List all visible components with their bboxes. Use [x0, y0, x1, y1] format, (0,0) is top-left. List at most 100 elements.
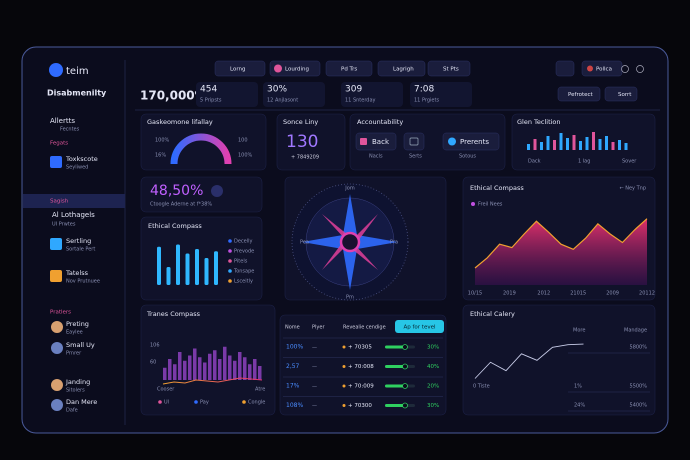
- progress: [385, 384, 405, 388]
- nav-sub: Sortale Pert: [66, 247, 95, 253]
- bar: [214, 251, 218, 285]
- tab[interactable]: [377, 60, 426, 77]
- account[interactable]: Pollca: [596, 67, 612, 73]
- stat: [263, 82, 325, 107]
- nav-sub: Prnrer: [66, 351, 82, 357]
- cell: 1%: [574, 384, 582, 390]
- nav-sub: Sitolers: [66, 388, 85, 394]
- area: [475, 218, 647, 285]
- settings-icon[interactable]: [636, 65, 644, 73]
- label: 1 lag: [578, 159, 590, 165]
- stat-value: 309: [345, 85, 362, 95]
- avatar: [51, 342, 63, 354]
- bar: [208, 353, 212, 380]
- avatar: [51, 379, 63, 391]
- tab[interactable]: [427, 60, 471, 77]
- line: [474, 218, 648, 269]
- button-label[interactable]: Prerents: [460, 138, 489, 146]
- nav-sub: Eaylee: [66, 330, 83, 336]
- cell: —: [312, 345, 317, 351]
- column-header: More: [573, 328, 585, 334]
- card: [140, 216, 263, 301]
- compass: [291, 183, 409, 301]
- bar: [566, 138, 569, 150]
- compass-label: Pm: [346, 295, 354, 301]
- link[interactable]: ← Ney Tnp: [619, 186, 646, 192]
- nav-label[interactable]: Allertts: [50, 117, 75, 125]
- stat-label: 11 Prgiets: [414, 98, 439, 104]
- tab-label[interactable]: St Pts: [443, 67, 459, 73]
- nav-label[interactable]: Small Uy: [66, 341, 95, 349]
- card-title: Accountability: [357, 118, 403, 126]
- tab[interactable]: [269, 60, 321, 77]
- search-icon[interactable]: [621, 65, 629, 73]
- bar: [258, 366, 262, 380]
- button[interactable]: [403, 132, 425, 151]
- gauge-label: 16%: [155, 153, 166, 159]
- compass-label: Pea: [300, 240, 309, 246]
- y-label: 60: [150, 360, 156, 366]
- button[interactable]: [355, 132, 397, 151]
- legend-label: Tonsape: [233, 269, 254, 275]
- account-chip[interactable]: [581, 60, 623, 77]
- card-title: Gaskeomone lifallay: [147, 118, 213, 126]
- nav-label[interactable]: Preting: [66, 320, 89, 328]
- bar: [213, 350, 217, 380]
- stat-label: 5 Pripsts: [200, 98, 222, 104]
- nav-sub: UI Prwtes: [52, 222, 76, 228]
- bar: [203, 362, 207, 380]
- status-dot: [342, 365, 346, 368]
- button-label[interactable]: Ap for tevel: [403, 325, 435, 331]
- bar: [228, 355, 232, 380]
- action-label[interactable]: Sorrt: [618, 92, 632, 98]
- nav-sub: Seyliwed: [66, 165, 88, 171]
- tab-label[interactable]: Pd Trs: [341, 67, 357, 73]
- nav-icon: [50, 270, 62, 282]
- tab-label[interactable]: Lorng: [230, 67, 245, 73]
- bar: [553, 140, 556, 150]
- nav-sub: Dafe: [66, 408, 78, 414]
- label: Sover: [622, 159, 637, 165]
- label: Sotous: [459, 154, 476, 160]
- card-title: Ethical Compass: [148, 222, 202, 230]
- button[interactable]: [395, 320, 444, 333]
- tab-label[interactable]: Lagrigh: [393, 67, 414, 73]
- bar: [218, 359, 222, 380]
- tab[interactable]: [325, 60, 373, 77]
- action-label[interactable]: Pefrotect: [568, 92, 594, 98]
- legend-label: Pitels: [234, 259, 248, 265]
- x-label: 10/15: [468, 291, 482, 297]
- nav-label[interactable]: Tatelss: [65, 269, 89, 277]
- nav-label[interactable]: Dan Mere: [66, 398, 97, 406]
- action[interactable]: [604, 86, 638, 102]
- nav-label[interactable]: Sertling: [66, 237, 91, 245]
- button-label[interactable]: Back: [372, 138, 390, 146]
- card: [349, 113, 506, 171]
- nav-label[interactable]: Al Lothagels: [52, 211, 95, 219]
- bar: [559, 133, 563, 150]
- section-label[interactable]: Sagish: [50, 199, 69, 205]
- cell: —: [312, 403, 317, 409]
- cell: 20%: [427, 384, 439, 390]
- legend-dot: [228, 259, 232, 263]
- nav-label[interactable]: Toxkscote: [65, 155, 98, 163]
- bar: [233, 360, 237, 380]
- action[interactable]: [557, 86, 601, 102]
- cell: + 70305: [348, 345, 372, 351]
- button[interactable]: [442, 132, 500, 151]
- legend-dot: [228, 239, 232, 243]
- cell: 17%: [286, 383, 300, 390]
- tab[interactable]: [214, 60, 266, 77]
- x-label: Atre: [255, 387, 265, 393]
- tab-label[interactable]: Lourding: [285, 67, 309, 73]
- bar: [598, 139, 602, 150]
- label: Serts: [409, 154, 422, 160]
- logo-icon: [49, 63, 63, 77]
- icon-button[interactable]: [555, 60, 575, 77]
- nav-label[interactable]: Janding: [65, 378, 90, 386]
- cell: + 70:008: [348, 364, 374, 370]
- sidebar-title: Disabmenilty: [47, 89, 107, 98]
- x-label: 21015: [570, 291, 586, 297]
- stat: [196, 82, 258, 107]
